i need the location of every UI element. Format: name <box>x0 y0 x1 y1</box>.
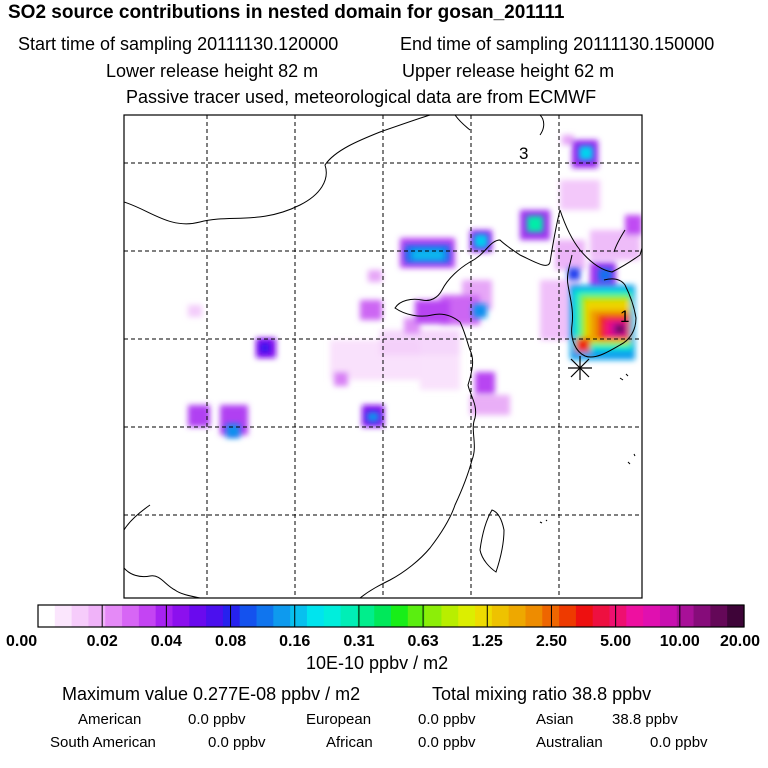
colorbar-cell <box>206 605 224 627</box>
total-mixing-ratio: Total mixing ratio 38.8 ppbv <box>432 684 652 704</box>
colorbar-cell <box>458 605 476 627</box>
map-frame <box>123 114 643 599</box>
colorbar-tick-label: 20.00 <box>720 633 760 650</box>
colorbar-cell <box>391 605 409 627</box>
map-grid <box>124 115 642 598</box>
colorbar-cell <box>491 605 510 627</box>
upper-release-label: Upper release height 62 m <box>402 61 615 81</box>
region-asian-value: 38.8 ppbv <box>612 711 678 728</box>
region-asian-name: Asian <box>536 711 574 728</box>
end-time-label: End time of sampling 20111130.150000 <box>400 34 715 54</box>
colorbar-cell <box>559 605 577 627</box>
region-european-name: European <box>306 711 372 728</box>
colorbar-cell <box>609 605 627 627</box>
region-south-american-name: South American <box>50 734 156 751</box>
colorbar-cell <box>441 605 459 627</box>
colorbar-cell <box>189 605 207 627</box>
concentration-cores <box>226 146 635 438</box>
concentration-plumes <box>188 135 642 435</box>
colorbar-tick-label: 0.63 <box>408 633 439 650</box>
colorbar-tick-label: 0.08 <box>215 633 246 650</box>
map-label-1: 1 <box>620 307 629 326</box>
colorbar-cell <box>340 605 358 627</box>
colorbar-cell <box>676 605 695 627</box>
colorbar-tick-label: 2.50 <box>536 633 567 650</box>
colorbar-cell <box>357 605 375 627</box>
region-american-name: American <box>78 711 142 728</box>
colorbar-cell <box>122 605 140 627</box>
colorbar-cell <box>105 605 123 627</box>
colorbar-tick-label: 0.00 <box>6 633 37 650</box>
colorbar-cell <box>475 605 493 627</box>
colorbar-cell <box>643 605 661 627</box>
colorbar-tick-label: 0.04 <box>151 633 182 650</box>
colorbar-cell <box>626 605 644 627</box>
region-american-value: 0.0 ppbv <box>188 711 246 728</box>
tracer-note: Passive tracer used, meteorological data… <box>126 87 597 107</box>
colorbar-tick-label: 0.02 <box>87 633 118 650</box>
region-european-value: 0.0 ppbv <box>418 711 476 728</box>
colorbar-cell <box>407 605 426 627</box>
colorbar-cell <box>575 605 594 627</box>
region-australian-name: Australian <box>536 734 603 751</box>
colorbar-cell <box>290 605 308 627</box>
colorbar-cell <box>273 605 291 627</box>
region-african-name: African <box>326 734 373 751</box>
colorbar-tick-label: 5.00 <box>600 633 631 650</box>
colorbar-cell <box>138 605 157 627</box>
colorbar-cell <box>38 605 56 627</box>
colorbar-cell <box>659 605 678 627</box>
region-african-value: 0.0 ppbv <box>418 734 476 751</box>
colorbar-cell <box>693 605 711 627</box>
colorbar-tick-label: 1.25 <box>472 633 503 650</box>
colorbar-cell <box>54 605 73 627</box>
maximum-value: Maximum value 0.277E-08 ppbv / m2 <box>62 684 361 704</box>
map-panel: 3 1 <box>123 114 643 599</box>
colorbar-cell <box>88 605 106 627</box>
receptor-marker <box>568 356 592 380</box>
colorbar-tick-label: 0.31 <box>343 633 374 650</box>
map-label-3: 3 <box>519 144 528 163</box>
colorbar-cell <box>592 605 611 627</box>
colorbar-tick-label: 10.00 <box>660 633 700 650</box>
figure-title: SO2 source contributions in nested domai… <box>8 2 565 23</box>
region-south-american-value: 0.0 ppbv <box>208 734 266 751</box>
colorbar-cell <box>256 605 274 627</box>
colorbar: 0.00 0.02 0.04 0.08 0.16 0.31 0.63 1.25 2.50 5.00… <box>6 604 760 650</box>
colorbar-cell <box>525 605 543 627</box>
colorbar-cell <box>155 605 174 627</box>
colorbar-cell <box>710 605 728 627</box>
colorbar-cell <box>71 605 90 627</box>
colorbar-units: 10E-10 ppbv / m2 <box>306 653 449 673</box>
lower-release-label: Lower release height 82 m <box>106 61 319 81</box>
colorbar-cell <box>727 605 745 627</box>
colorbar-cell <box>172 605 190 627</box>
colorbar-cell <box>239 605 258 627</box>
colorbar-cell <box>424 605 443 627</box>
start-time-label: Start time of sampling 20111130.120000 <box>18 34 339 54</box>
colorbar-tick-label: 0.16 <box>279 633 310 650</box>
colorbar-cell <box>222 605 241 627</box>
colorbar-cell <box>508 605 527 627</box>
colorbar-cell <box>323 605 342 627</box>
colorbar-cell <box>374 605 392 627</box>
coastlines <box>124 115 642 598</box>
colorbar-cell <box>306 605 325 627</box>
region-australian-value: 0.0 ppbv <box>650 734 708 751</box>
